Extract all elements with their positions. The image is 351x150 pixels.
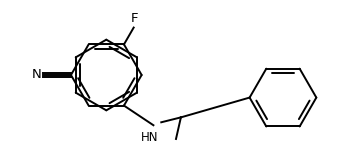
Text: HN: HN [141,130,158,144]
Text: N: N [32,69,41,81]
Text: F: F [131,12,138,25]
